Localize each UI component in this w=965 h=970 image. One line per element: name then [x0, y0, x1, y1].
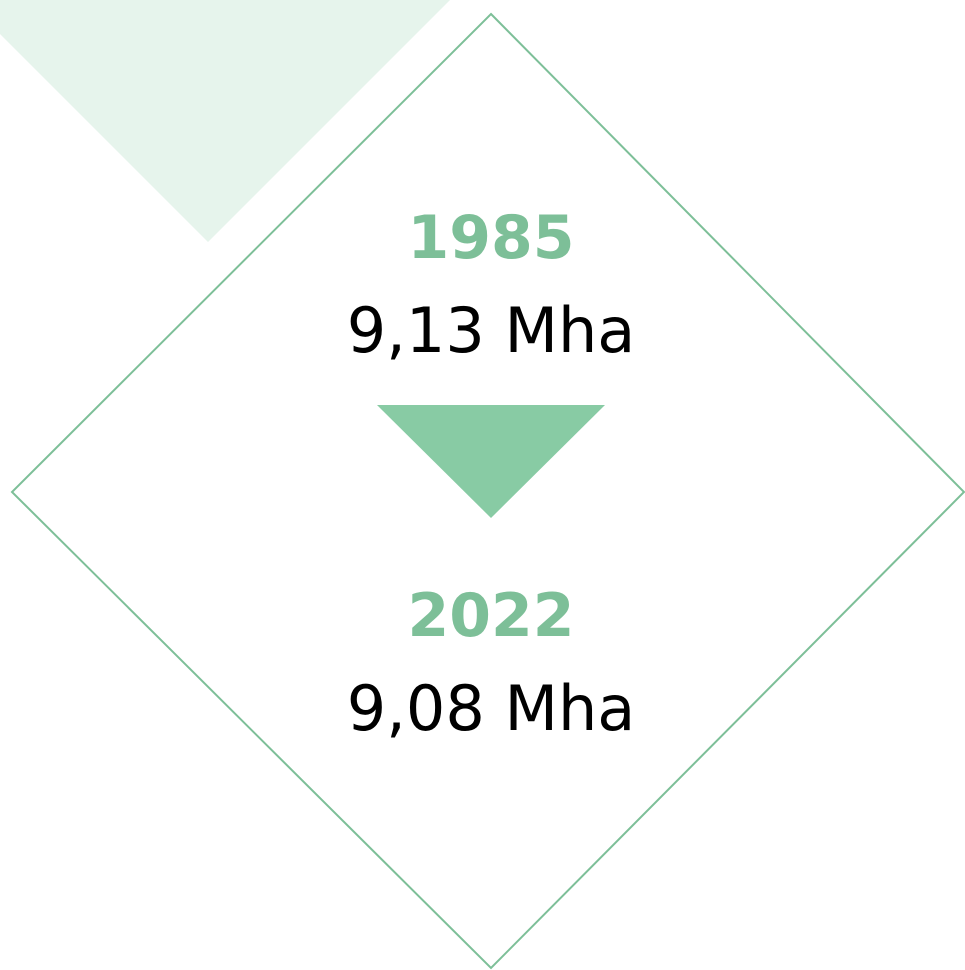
background-triangle [0, 0, 450, 242]
diamond-outline [10, 12, 965, 970]
down-arrow [377, 405, 605, 518]
year-label: 1985 [408, 203, 575, 273]
value-label: 9,08 Mha [347, 672, 636, 745]
value-label: 9,13 Mha [347, 294, 636, 367]
year-label: 2022 [408, 581, 575, 651]
